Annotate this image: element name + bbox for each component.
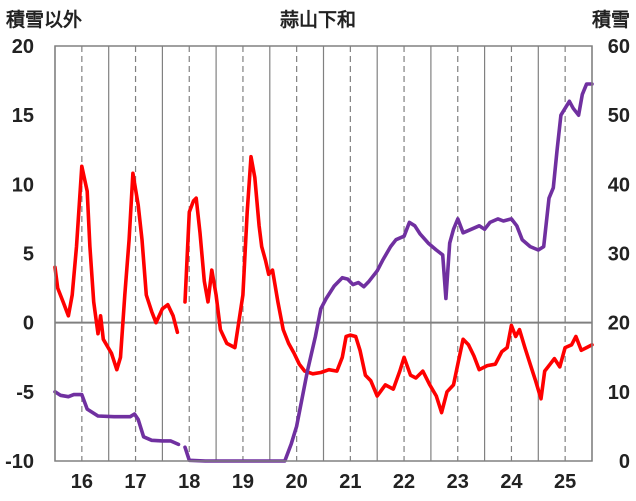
series-right-line-segment-0 bbox=[53, 389, 181, 447]
left-tick-label: 15 bbox=[12, 105, 34, 127]
left-tick-label: 0 bbox=[23, 313, 34, 335]
right-axis-label: 積雪 bbox=[592, 8, 630, 31]
x-tick-label: 17 bbox=[124, 471, 146, 493]
x-tick-label: 18 bbox=[178, 471, 200, 493]
left-tick-label: -5 bbox=[16, 382, 34, 404]
right-tick-label: 40 bbox=[608, 174, 630, 196]
x-tick-label: 22 bbox=[393, 471, 415, 493]
axes bbox=[54, 45, 593, 462]
series-right-line-segment-1 bbox=[183, 82, 594, 463]
series-left-line-segment-0 bbox=[53, 164, 180, 372]
left-tick-label: -10 bbox=[5, 451, 34, 473]
chart-title: 蒜山下和 bbox=[280, 8, 356, 31]
x-tick-label: 16 bbox=[71, 471, 93, 493]
left-tick-label: 10 bbox=[12, 174, 34, 196]
x-tick-label: 23 bbox=[447, 471, 469, 493]
plot-border bbox=[54, 45, 593, 462]
right-tick-label: 20 bbox=[608, 313, 630, 335]
left-tick-label: 20 bbox=[12, 36, 34, 58]
x-tick-label: 25 bbox=[554, 471, 576, 493]
left-tick-label: 5 bbox=[23, 244, 34, 266]
x-tick-label: 21 bbox=[339, 471, 361, 493]
x-tick-label: 19 bbox=[232, 471, 254, 493]
right-tick-label: 10 bbox=[608, 382, 630, 404]
x-tick-label: 24 bbox=[500, 471, 523, 493]
left-axis-label: 積雪以外 bbox=[6, 8, 82, 31]
x-tick-label: 20 bbox=[286, 471, 308, 493]
right-tick-label: 0 bbox=[619, 451, 630, 473]
right-tick-label: 50 bbox=[608, 105, 630, 127]
right-tick-label: 60 bbox=[608, 36, 630, 58]
series-left-line-segment-1 bbox=[183, 154, 594, 415]
right-tick-label: 30 bbox=[608, 244, 630, 266]
grid bbox=[54, 46, 593, 461]
series-layer bbox=[53, 82, 594, 463]
